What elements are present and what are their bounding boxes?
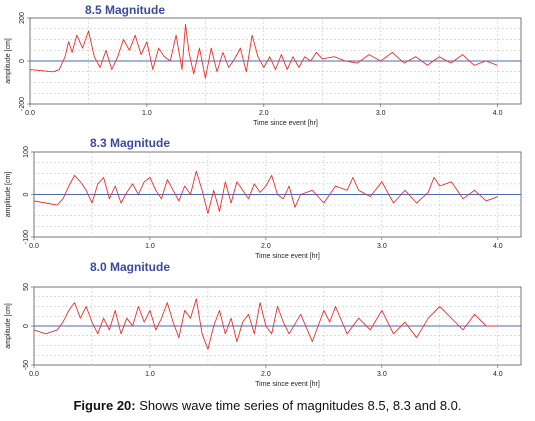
series-line-1 <box>33 298 498 350</box>
x-tick-label: 2.0 <box>261 243 271 250</box>
y-axis-label: amplitude [cm] <box>5 303 12 349</box>
y-tick-label: 200 <box>19 12 26 24</box>
x-axis-label: Time since event [hr] <box>253 120 318 127</box>
chart-panel-1: 8.5 Magnitude 0.0 1.0 2.0 3.0 4.0 200 0 -200 Time… <box>5 3 522 127</box>
x-tick-label: 4.0 <box>493 110 503 117</box>
y-tick-label: -50 <box>23 360 30 370</box>
x-tick-label: 2.0 <box>259 110 269 117</box>
y-axis-label: amplitude [cm] <box>5 172 12 218</box>
figure-caption: Figure 20: Shows wave time series of mag… <box>0 398 535 413</box>
panel-title: 8.3 Magnitude <box>90 136 170 150</box>
series-line-1 <box>29 24 498 79</box>
y-tick-label: 0 <box>19 59 26 63</box>
x-tick-label: 3.0 <box>376 110 386 117</box>
x-tick-label: 1.0 <box>145 371 155 378</box>
y-tick-label: 0 <box>23 324 30 328</box>
x-tick-label: 3.0 <box>377 243 387 250</box>
chart-panel-3: 8.0 Magnitude 0.0 1.0 2.0 3.0 4.0 50 0 -50 Time s… <box>5 260 522 388</box>
y-tick-label: 100 <box>23 146 30 158</box>
panel-title: 8.0 Magnitude <box>90 260 170 274</box>
chart-panel-2: 8.3 Magnitude 0.0 1.0 2.0 3.0 4.0 100 0 -100 Time… <box>5 136 522 260</box>
x-tick-label: 3.0 <box>377 371 387 378</box>
x-tick-label: 1.0 <box>145 243 155 250</box>
y-tick-label: 50 <box>23 283 30 291</box>
x-tick-label: 0.0 <box>29 371 39 378</box>
panel-title: 8.5 Magnitude <box>85 3 165 17</box>
x-tick-label: 0.0 <box>29 243 39 250</box>
x-axis-label: Time since event [hr] <box>255 253 320 260</box>
y-axis-label: amplitude [cm] <box>5 38 12 84</box>
y-tick-label: -100 <box>23 230 30 244</box>
caption-text: Shows wave time series of magnitudes 8.5… <box>135 398 462 413</box>
x-axis-label: Time since event [hr] <box>255 381 320 388</box>
series-line-1 <box>33 170 498 215</box>
x-tick-label: 1.0 <box>142 110 152 117</box>
x-tick-label: 4.0 <box>493 243 503 250</box>
x-tick-label: 4.0 <box>493 371 503 378</box>
caption-label: Figure 20: <box>73 398 136 413</box>
x-tick-label: 0.0 <box>25 110 35 117</box>
y-tick-label: 0 <box>23 192 30 196</box>
x-tick-label: 2.0 <box>261 371 271 378</box>
y-tick-label: -200 <box>19 97 26 111</box>
